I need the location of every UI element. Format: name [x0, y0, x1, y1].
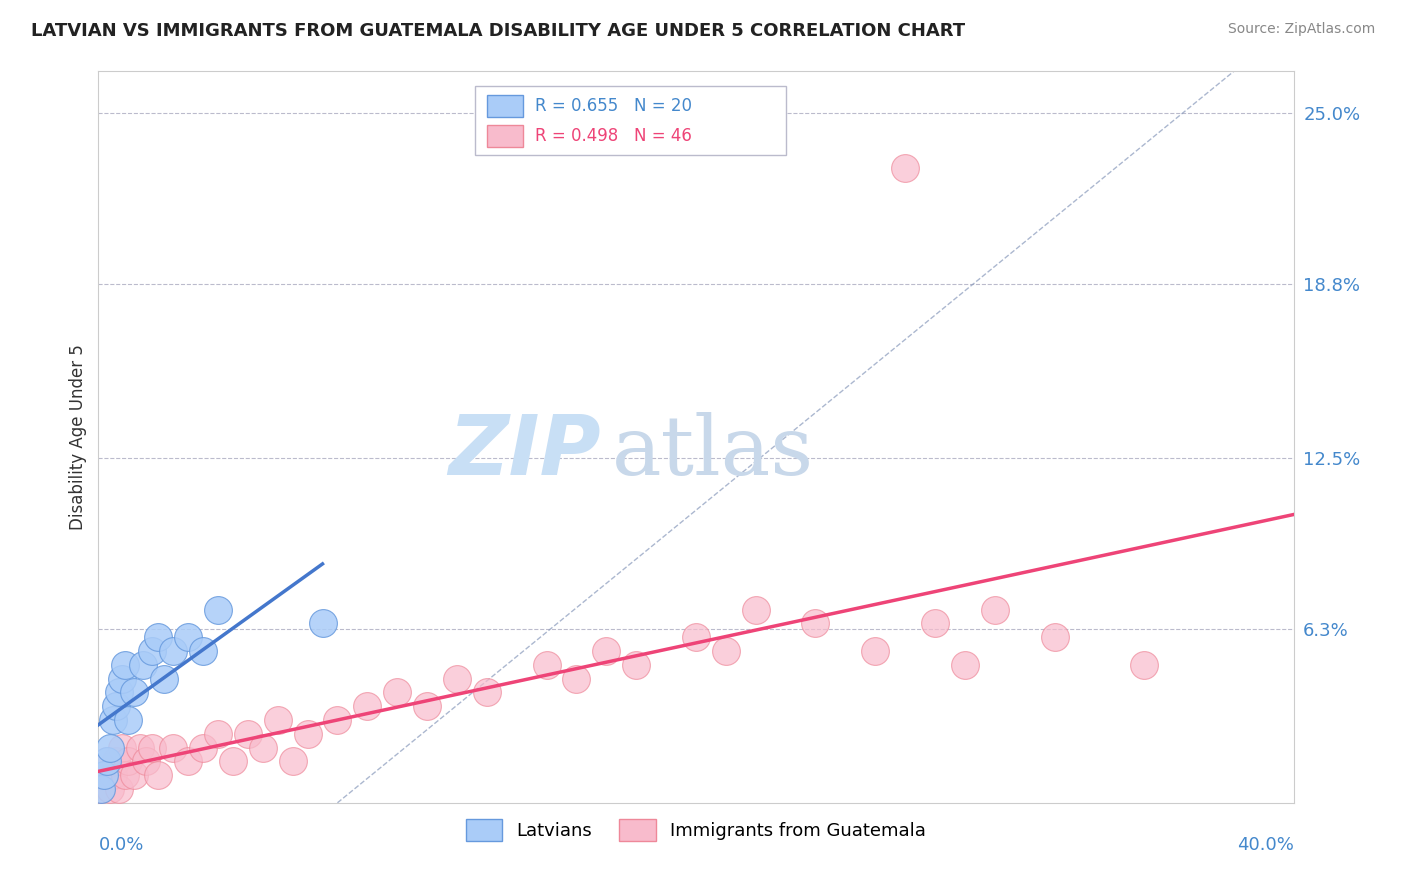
- Point: [475, 685, 498, 699]
- Point: [1043, 630, 1066, 644]
- Point: [93, 768, 115, 782]
- Point: [267, 713, 290, 727]
- FancyBboxPatch shape: [475, 86, 786, 155]
- Point: [1133, 657, 1156, 672]
- Point: [626, 657, 648, 672]
- Point: [105, 755, 128, 769]
- Point: [124, 685, 146, 699]
- Point: [252, 740, 274, 755]
- Point: [685, 630, 707, 644]
- Point: [207, 727, 229, 741]
- Text: ZIP: ZIP: [447, 411, 600, 492]
- Point: [236, 727, 259, 741]
- Point: [385, 685, 409, 699]
- Point: [326, 713, 349, 727]
- Point: [894, 161, 917, 175]
- Text: 0.0%: 0.0%: [98, 836, 143, 854]
- Point: [114, 657, 136, 672]
- FancyBboxPatch shape: [486, 125, 523, 146]
- Point: [953, 657, 976, 672]
- Text: LATVIAN VS IMMIGRANTS FROM GUATEMALA DISABILITY AGE UNDER 5 CORRELATION CHART: LATVIAN VS IMMIGRANTS FROM GUATEMALA DIS…: [31, 22, 965, 40]
- Point: [148, 630, 170, 644]
- Point: [356, 699, 378, 714]
- Point: [207, 602, 229, 616]
- Point: [103, 768, 125, 782]
- Point: [536, 657, 558, 672]
- Point: [153, 672, 176, 686]
- Point: [162, 644, 184, 658]
- Point: [129, 740, 152, 755]
- Point: [222, 755, 245, 769]
- Point: [135, 755, 157, 769]
- Point: [117, 755, 139, 769]
- Point: [177, 755, 200, 769]
- Point: [281, 755, 304, 769]
- Point: [191, 740, 214, 755]
- Point: [103, 713, 125, 727]
- Point: [111, 672, 134, 686]
- Point: [714, 644, 737, 658]
- Point: [162, 740, 184, 755]
- Point: [90, 782, 112, 797]
- Point: [124, 768, 146, 782]
- Text: R = 0.655   N = 20: R = 0.655 N = 20: [534, 96, 692, 115]
- Text: R = 0.498   N = 46: R = 0.498 N = 46: [534, 127, 692, 145]
- Point: [90, 782, 112, 797]
- FancyBboxPatch shape: [486, 95, 523, 117]
- Point: [416, 699, 439, 714]
- Point: [108, 685, 131, 699]
- Point: [98, 740, 122, 755]
- Point: [311, 616, 333, 631]
- Point: [177, 630, 200, 644]
- Point: [148, 768, 170, 782]
- Text: Source: ZipAtlas.com: Source: ZipAtlas.com: [1227, 22, 1375, 37]
- Point: [565, 672, 588, 686]
- Point: [141, 740, 163, 755]
- Point: [141, 644, 163, 658]
- Point: [804, 616, 827, 631]
- Point: [984, 602, 1007, 616]
- Point: [446, 672, 468, 686]
- Point: [191, 644, 214, 658]
- Point: [93, 768, 115, 782]
- Point: [111, 740, 134, 755]
- Y-axis label: Disability Age Under 5: Disability Age Under 5: [69, 344, 87, 530]
- Point: [105, 699, 128, 714]
- Point: [924, 616, 946, 631]
- Point: [96, 755, 118, 769]
- Point: [745, 602, 768, 616]
- Point: [297, 727, 319, 741]
- Legend: Latvians, Immigrants from Guatemala: Latvians, Immigrants from Guatemala: [458, 812, 934, 848]
- Point: [117, 713, 139, 727]
- Point: [595, 644, 617, 658]
- Text: atlas: atlas: [613, 412, 814, 491]
- Point: [98, 782, 122, 797]
- Point: [108, 782, 131, 797]
- Point: [132, 657, 155, 672]
- Point: [114, 768, 136, 782]
- Point: [96, 755, 118, 769]
- Point: [865, 644, 887, 658]
- Text: 40.0%: 40.0%: [1237, 836, 1294, 854]
